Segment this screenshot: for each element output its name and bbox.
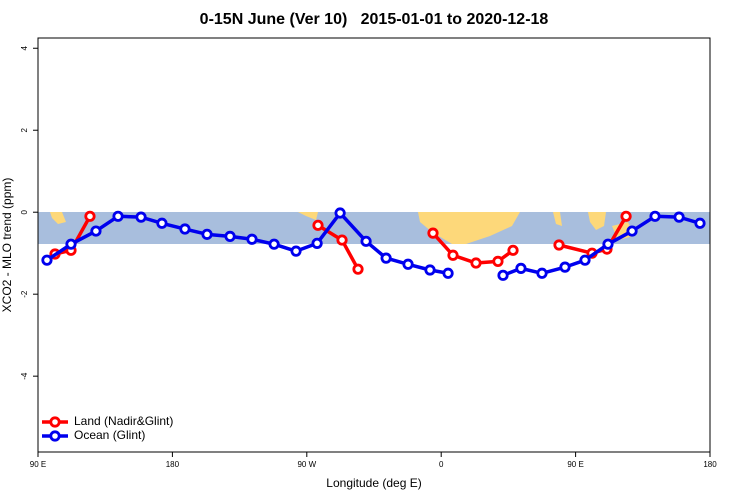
data-point — [515, 262, 527, 274]
data-point — [553, 239, 565, 251]
data-point — [334, 207, 346, 219]
data-point — [602, 238, 614, 250]
legend-label: Ocean (Glint) — [74, 428, 145, 442]
data-point — [620, 210, 632, 222]
data-point — [579, 254, 591, 266]
x-tick-label: 0 — [439, 460, 444, 469]
legend-label: Land (Nadir&Glint) — [74, 414, 173, 428]
land-shape — [298, 212, 318, 220]
legend-marker — [49, 416, 61, 428]
data-point — [201, 228, 213, 240]
data-point — [497, 269, 509, 281]
y-tick-label: 0 — [20, 209, 29, 214]
data-point — [649, 210, 661, 222]
plot-frame — [37, 37, 711, 453]
x-tick-label: 180 — [703, 460, 717, 469]
data-point — [112, 210, 124, 222]
data-point — [536, 267, 548, 279]
data-point — [179, 223, 191, 235]
data-point — [507, 244, 519, 256]
data-point — [673, 211, 685, 223]
data-point — [156, 217, 168, 229]
y-tick-label: 4 — [20, 45, 29, 50]
data-point — [224, 230, 236, 242]
x-tick-label: 90 E — [567, 460, 583, 469]
data-point — [312, 219, 324, 231]
x-tick-label: 180 — [166, 460, 180, 469]
chart-title: 0-15N June (Ver 10) 2015-01-01 to 2020-1… — [200, 11, 549, 28]
map-band — [38, 212, 710, 244]
land-shape — [553, 212, 562, 226]
data-point — [90, 225, 102, 237]
x-axis-label: Longitude (deg E) — [326, 476, 421, 490]
data-point — [84, 210, 96, 222]
legend-marker — [49, 430, 61, 442]
y-axis-label: XCO2 - MLO trend (ppm) — [0, 178, 14, 313]
data-point — [65, 238, 77, 250]
y-tick-label: -4 — [20, 372, 29, 380]
land-shape — [612, 222, 634, 240]
data-point — [380, 252, 392, 264]
y-tick-label: 2 — [20, 127, 29, 132]
data-point — [135, 211, 147, 223]
data-point — [360, 235, 372, 247]
data-point — [311, 237, 323, 249]
data-point — [694, 217, 706, 229]
data-point — [268, 238, 280, 250]
data-point — [402, 258, 414, 270]
data-point — [447, 249, 459, 261]
data-point — [290, 245, 302, 257]
data-point — [559, 261, 571, 273]
data-point — [424, 264, 436, 276]
data-point — [352, 263, 364, 275]
data-point — [41, 254, 53, 266]
x-tick-label: 90 E — [30, 460, 46, 469]
land-shape — [588, 212, 606, 230]
y-tick-label: -2 — [20, 290, 29, 298]
data-point — [246, 233, 258, 245]
x-tick-label: 90 W — [297, 460, 316, 469]
data-point — [336, 234, 348, 246]
data-point — [492, 255, 504, 267]
data-point — [470, 257, 482, 269]
data-point — [626, 225, 638, 237]
data-point — [427, 227, 439, 239]
data-point — [442, 267, 454, 279]
land-shape — [50, 212, 66, 224]
land-shape — [418, 212, 520, 244]
